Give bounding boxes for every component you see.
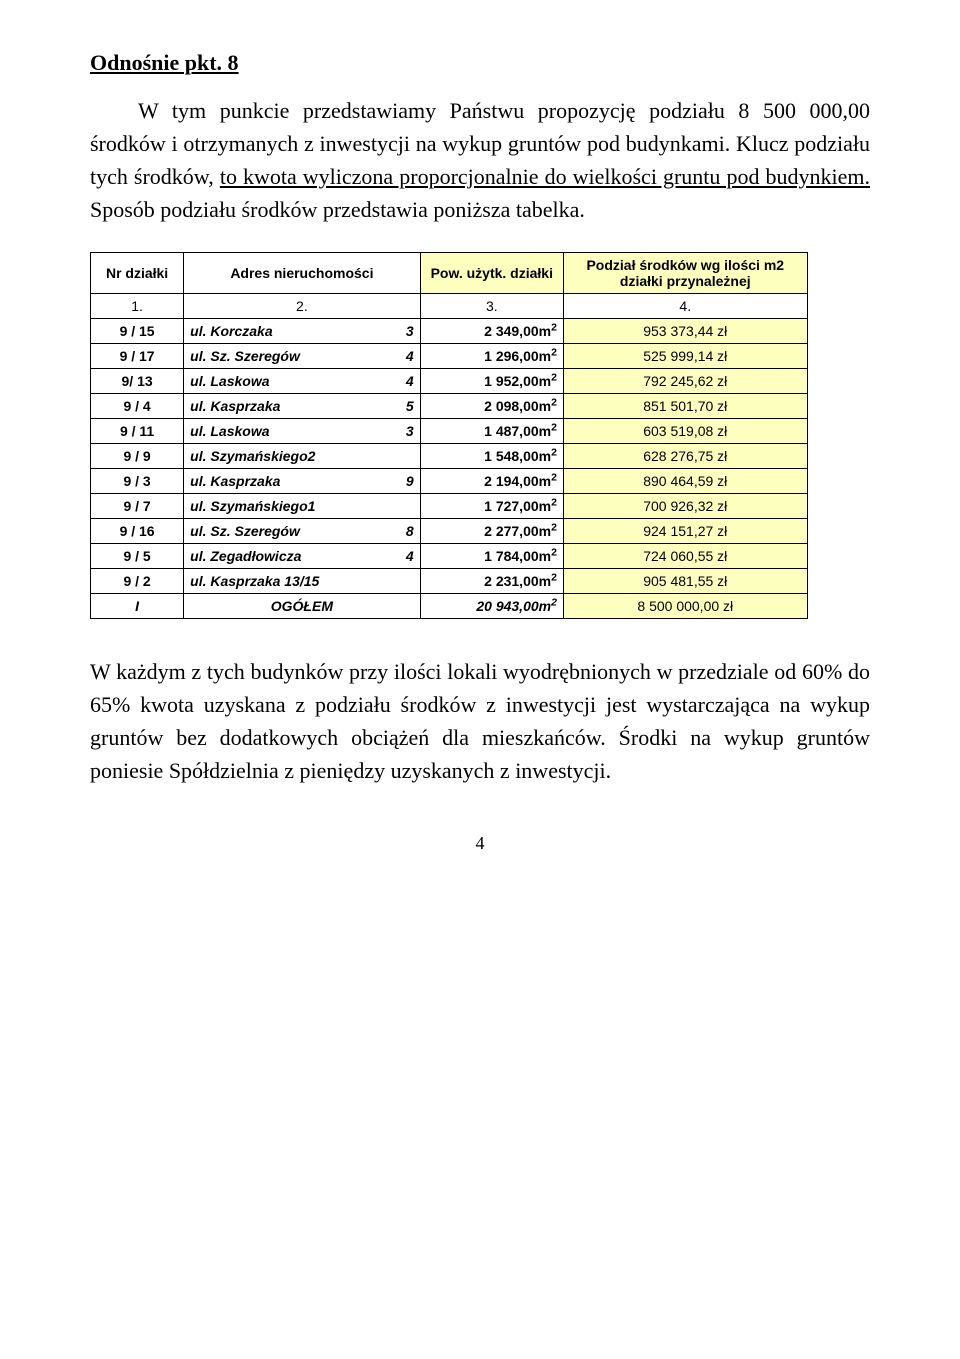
table-row: 9 / 5ul. Zegadłowicza41 784,00m2724 060,… (91, 544, 808, 569)
allocation-table: Nr działki Adres nieruchomości Pow. użyt… (90, 252, 808, 619)
cell-val: 603 519,08 zł (563, 419, 807, 444)
section-heading: Odnośnie pkt. 8 (90, 50, 870, 76)
cell-pow: 1 487,00m2 (420, 419, 563, 444)
cell-adres: ul. Kasprzaka5 (184, 394, 420, 419)
table-row: 9 / 7ul. Szymańskiego11 727,00m2700 926,… (91, 494, 808, 519)
table-header-row: Nr działki Adres nieruchomości Pow. użyt… (91, 253, 808, 294)
cell-adres: ul. Sz. Szeregów8 (184, 519, 420, 544)
col-header-adres: Adres nieruchomości (184, 253, 420, 294)
col-header-podzial: Podział środków wg ilości m2 działki prz… (563, 253, 807, 294)
table-body: 9 / 15ul. Korczaka32 349,00m2953 373,44 … (91, 319, 808, 619)
cell-adres: ul. Korczaka3 (184, 319, 420, 344)
page-number: 4 (90, 833, 870, 854)
cell-pow: 2 349,00m2 (420, 319, 563, 344)
allocation-table-wrap: Nr działki Adres nieruchomości Pow. użyt… (90, 252, 870, 619)
cell-nr: 9 / 4 (91, 394, 184, 419)
cell-pow: 2 098,00m2 (420, 394, 563, 419)
cell-pow: 2 277,00m2 (420, 519, 563, 544)
cell-val: 628 276,75 zł (563, 444, 807, 469)
table-row: 9 / 15ul. Korczaka32 349,00m2953 373,44 … (91, 319, 808, 344)
table-row: 9 / 9ul. Szymańskiego21 548,00m2628 276,… (91, 444, 808, 469)
cell-adres: ul. Sz. Szeregów4 (184, 344, 420, 369)
cell-nr: 9 / 15 (91, 319, 184, 344)
cell-adres: ul. Szymańskiego2 (184, 444, 420, 469)
cell-nr: 9 / 17 (91, 344, 184, 369)
cell-nr: 9 / 2 (91, 569, 184, 594)
paragraph-1: W tym punkcie przedstawiamy Państwu prop… (90, 94, 870, 226)
page: Odnośnie pkt. 8 W tym punkcie przedstawi… (0, 0, 960, 884)
cell-nr: 9 / 7 (91, 494, 184, 519)
numrow-3: 3. (420, 294, 563, 319)
cell-val: 792 245,62 zł (563, 369, 807, 394)
total-nr: I (91, 594, 184, 619)
cell-val: 700 926,32 zł (563, 494, 807, 519)
cell-val: 924 151,27 zł (563, 519, 807, 544)
cell-pow: 1 727,00m2 (420, 494, 563, 519)
cell-nr: 9/ 13 (91, 369, 184, 394)
table-row: 9 / 16ul. Sz. Szeregów82 277,00m2924 151… (91, 519, 808, 544)
col-header-nr: Nr działki (91, 253, 184, 294)
cell-adres: ul. Szymańskiego1 (184, 494, 420, 519)
table-row: 9 / 4ul. Kasprzaka52 098,00m2851 501,70 … (91, 394, 808, 419)
table-row: 9/ 13ul. Laskowa41 952,00m2792 245,62 zł (91, 369, 808, 394)
cell-adres: ul. Laskowa4 (184, 369, 420, 394)
cell-nr: 9 / 11 (91, 419, 184, 444)
cell-nr: 9 / 5 (91, 544, 184, 569)
paragraph-2: W każdym z tych budynków przy ilości lok… (90, 655, 870, 787)
total-label: OGÓŁEM (184, 594, 420, 619)
table-row: 9 / 11ul. Laskowa31 487,00m2603 519,08 z… (91, 419, 808, 444)
table-total-row: IOGÓŁEM20 943,00m28 500 000,00 zł (91, 594, 808, 619)
cell-nr: 9 / 9 (91, 444, 184, 469)
cell-pow: 2 231,00m2 (420, 569, 563, 594)
cell-val: 953 373,44 zł (563, 319, 807, 344)
cell-adres: ul. Laskowa3 (184, 419, 420, 444)
table-row: 9 / 3ul. Kasprzaka92 194,00m2890 464,59 … (91, 469, 808, 494)
cell-adres: ul. Zegadłowicza4 (184, 544, 420, 569)
cell-adres: ul. Kasprzaka9 (184, 469, 420, 494)
total-val: 8 500 000,00 zł (563, 594, 807, 619)
cell-val: 890 464,59 zł (563, 469, 807, 494)
numrow-1: 1. (91, 294, 184, 319)
cell-pow: 2 194,00m2 (420, 469, 563, 494)
cell-pow: 1 296,00m2 (420, 344, 563, 369)
cell-adres: ul. Kasprzaka 13/15 (184, 569, 420, 594)
cell-pow: 1 548,00m2 (420, 444, 563, 469)
table-row: 9 / 2ul. Kasprzaka 13/152 231,00m2905 48… (91, 569, 808, 594)
cell-nr: 9 / 3 (91, 469, 184, 494)
cell-val: 905 481,55 zł (563, 569, 807, 594)
numrow-2: 2. (184, 294, 420, 319)
table-numrow: 1. 2. 3. 4. (91, 294, 808, 319)
cell-pow: 1 952,00m2 (420, 369, 563, 394)
cell-val: 724 060,55 zł (563, 544, 807, 569)
cell-val: 851 501,70 zł (563, 394, 807, 419)
total-pow: 20 943,00m2 (420, 594, 563, 619)
para1-post: Sposób podziału środków przedstawia poni… (90, 197, 585, 222)
col-header-pow: Pow. użytk. działki (420, 253, 563, 294)
cell-pow: 1 784,00m2 (420, 544, 563, 569)
para1-underline: to kwota wyliczona proporcjonalnie do wi… (220, 164, 870, 189)
table-row: 9 / 17ul. Sz. Szeregów41 296,00m2525 999… (91, 344, 808, 369)
numrow-4: 4. (563, 294, 807, 319)
cell-nr: 9 / 16 (91, 519, 184, 544)
cell-val: 525 999,14 zł (563, 344, 807, 369)
